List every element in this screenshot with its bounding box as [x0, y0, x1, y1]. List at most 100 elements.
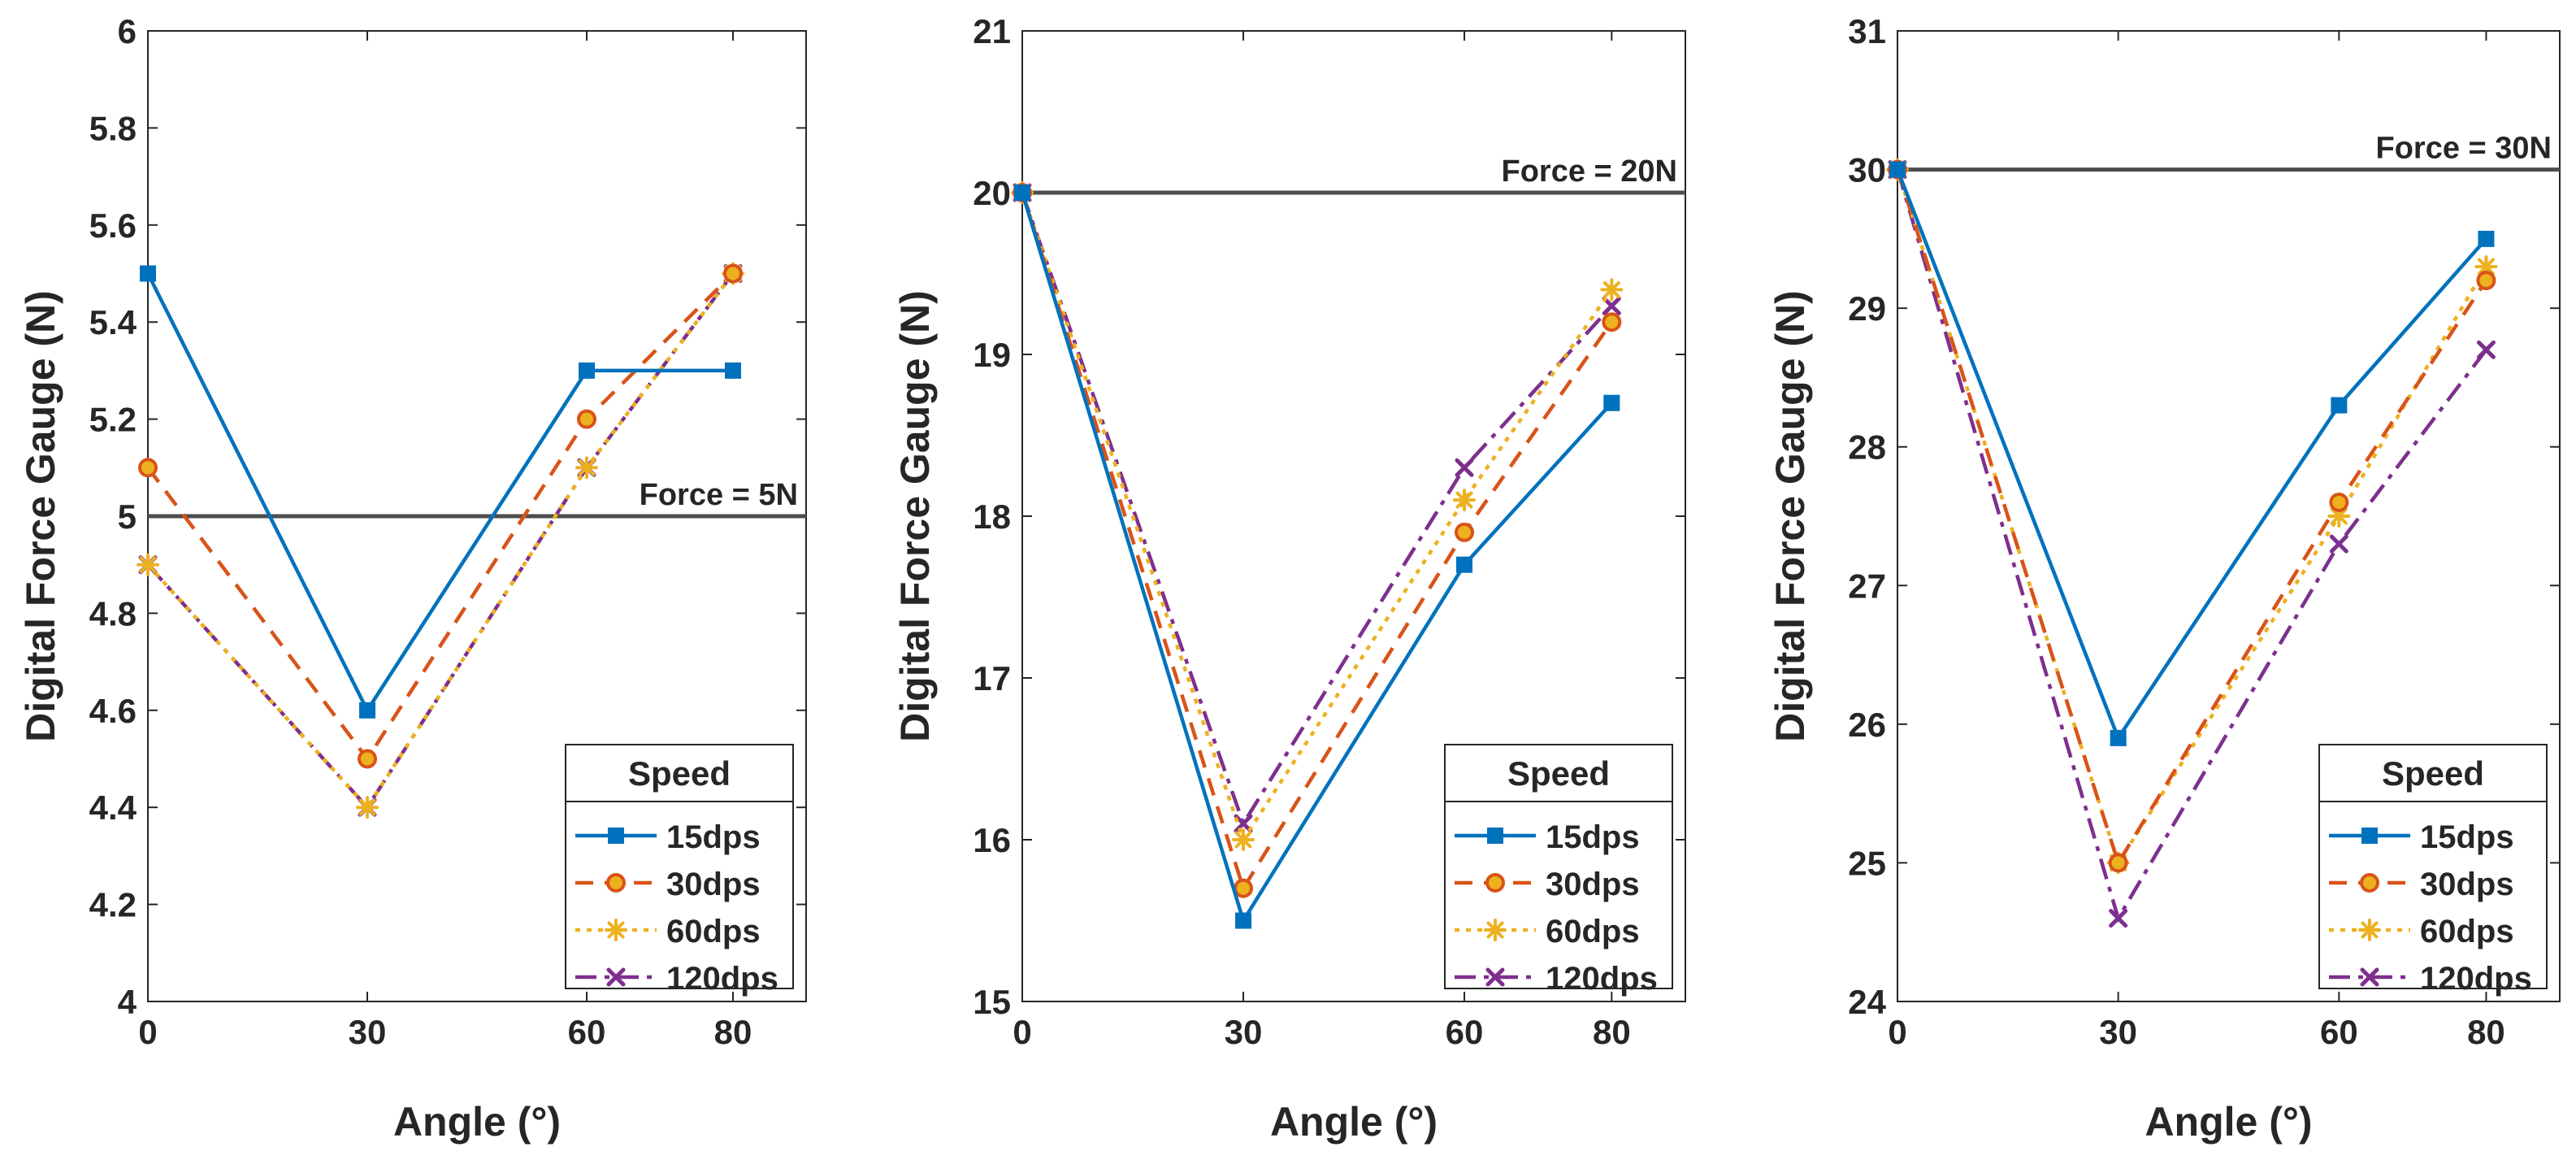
legend-marker — [2358, 919, 2381, 941]
data-point — [1232, 828, 1255, 851]
legend-item-30dps: 30dps — [575, 867, 761, 902]
y-tick-label: 6 — [118, 12, 137, 50]
legend-label: 30dps — [666, 867, 761, 902]
data-point — [1453, 489, 1476, 512]
legend-item-30dps: 30dps — [1455, 867, 1640, 902]
x-tick-label: 30 — [1225, 1013, 1263, 1051]
legend-label: 120dps — [2420, 961, 2532, 997]
data-point — [356, 796, 379, 819]
data-point — [2331, 397, 2348, 414]
y-tick-label: 18 — [973, 497, 1011, 536]
legend-label: 120dps — [1546, 961, 1658, 997]
y-tick-label: 4.2 — [89, 886, 137, 924]
reference-label: Force = 30N — [2376, 132, 2552, 166]
y-tick-label: 27 — [1848, 567, 1886, 605]
data-point — [359, 702, 375, 719]
data-point — [2108, 853, 2128, 873]
data-point — [138, 458, 158, 478]
legend-box — [1444, 744, 1673, 989]
series-line — [146, 272, 735, 810]
legend: Speed 15dps 30dps 60dps 120dps — [2318, 744, 2548, 997]
y-tick-label: 5.4 — [89, 303, 137, 341]
legend-item-15dps: 15dps — [1455, 819, 1640, 855]
y-tick-label: 28 — [1848, 428, 1886, 467]
data-point — [137, 553, 159, 576]
legend-marker — [606, 873, 626, 893]
y-tick-label: 4.4 — [89, 789, 137, 827]
legend: Speed 15dps 30dps 60dps 120dps — [1444, 744, 1673, 997]
y-tick-label: 31 — [1848, 12, 1886, 50]
legend-label: 30dps — [1546, 867, 1640, 902]
data-point — [358, 749, 377, 769]
data-point — [2476, 271, 2496, 291]
x-tick-label: 0 — [1888, 1013, 1906, 1051]
legend-label: 30dps — [2420, 867, 2514, 902]
legend-label: 15dps — [2420, 819, 2514, 855]
y-tick-label: 4 — [118, 983, 137, 1021]
x-tick-label: 60 — [2320, 1013, 2358, 1051]
data-point — [140, 265, 156, 282]
x-axis-label: Angle (°) — [1270, 1099, 1438, 1145]
legend-label: 60dps — [666, 914, 761, 949]
data-point — [1602, 312, 1622, 332]
series-line — [1020, 192, 1614, 893]
x-tick-label: 80 — [714, 1013, 752, 1051]
legend-marker — [1487, 828, 1503, 844]
chart-panel-1: 44.24.44.64.855.25.45.65.860 30 60 80Angle … — [18, 12, 807, 1145]
legend-marker — [2360, 873, 2379, 893]
y-tick-label: 29 — [1848, 289, 1886, 328]
series-60dps — [1011, 181, 1624, 851]
series-line — [1895, 168, 2488, 742]
series-line — [1020, 192, 1614, 845]
y-tick-label: 17 — [973, 659, 1011, 697]
legend-marker — [1484, 919, 1507, 941]
y-tick-label: 15 — [973, 983, 1011, 1021]
x-tick-label: 0 — [138, 1013, 157, 1051]
legend-marker — [2360, 967, 2379, 987]
data-point — [2329, 534, 2348, 554]
y-tick-label: 19 — [973, 336, 1011, 374]
data-point — [2478, 230, 2495, 247]
legend-item-60dps: 60dps — [2329, 914, 2514, 949]
y-tick-label: 16 — [973, 821, 1011, 859]
legend-item-120dps: 120dps — [575, 961, 778, 997]
series-line — [1020, 192, 1613, 925]
x-tick-label: 60 — [568, 1013, 606, 1051]
data-point — [577, 409, 596, 429]
data-point — [2110, 729, 2127, 746]
x-tick-label: 60 — [1446, 1013, 1484, 1051]
legend: Speed 15dps 30dps 60dps 120dps — [565, 744, 794, 997]
y-tick-label: 30 — [1848, 151, 1886, 189]
y-tick-label: 5.6 — [89, 206, 137, 245]
legend-title: Speed — [1507, 754, 1610, 793]
data-point — [2476, 340, 2496, 359]
chart-panel-2: 15 16 17 18 19 20 21 0 30 60 80 Angle (°) Digital Fo… — [892, 12, 1686, 1145]
x-tick-label: 0 — [1013, 1013, 1031, 1051]
legend-label: 60dps — [2420, 914, 2514, 949]
y-tick-label: 25 — [1848, 844, 1886, 882]
y-tick-label: 5 — [118, 497, 137, 536]
legend-marker — [606, 967, 626, 987]
data-point — [723, 263, 743, 284]
legend-label: 60dps — [1546, 914, 1640, 949]
legend-item-15dps: 15dps — [2329, 819, 2514, 855]
data-point — [579, 362, 595, 379]
legend-item-15dps: 15dps — [575, 819, 761, 855]
y-tick-label: 21 — [973, 12, 1011, 50]
data-point — [1456, 556, 1472, 573]
legend-marker — [1485, 873, 1505, 893]
reference-label: Force = 5N — [640, 478, 798, 512]
legend-item-120dps: 120dps — [1455, 961, 1658, 997]
series-line — [145, 272, 733, 715]
data-point — [1235, 912, 1251, 929]
y-tick-label: 5.8 — [89, 109, 137, 147]
series-line — [1895, 168, 2488, 923]
series-15dps — [1014, 185, 1620, 929]
legend-marker — [2361, 828, 2378, 844]
legend-box — [565, 744, 794, 989]
series-15dps — [140, 265, 741, 719]
data-point — [2109, 909, 2128, 928]
series-line — [1895, 168, 2488, 867]
legend-item-60dps: 60dps — [575, 914, 761, 949]
